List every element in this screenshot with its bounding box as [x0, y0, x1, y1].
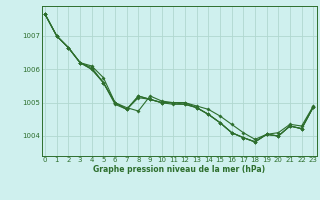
X-axis label: Graphe pression niveau de la mer (hPa): Graphe pression niveau de la mer (hPa)	[93, 165, 265, 174]
